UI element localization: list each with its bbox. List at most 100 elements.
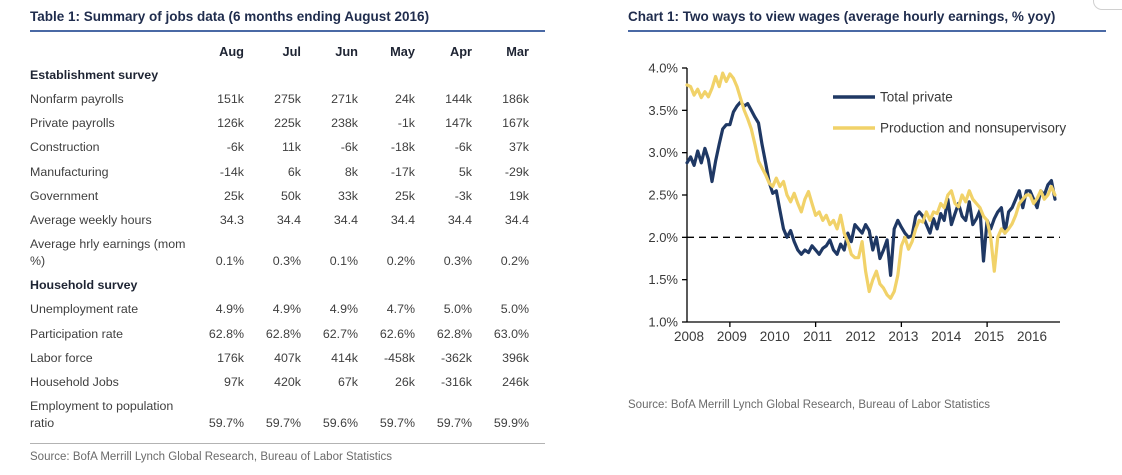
cell-value: 19k (509, 188, 529, 203)
row-label: Household Jobs (30, 375, 119, 390)
table-row: Construction -6k 11k -6k -18k -6k 37k (30, 136, 534, 160)
cell-value: 59.7% (436, 416, 472, 431)
cell-value: 5.0% (443, 302, 472, 317)
cell-value: 6k (287, 164, 301, 179)
table-body: Establishment survey Nonfarm payrolls 151k… (30, 63, 534, 436)
x-axis-label: 2014 (931, 329, 962, 344)
x-axis-label: 2009 (717, 329, 747, 344)
cell-value (192, 291, 249, 298)
cell-value: -3k (454, 188, 472, 203)
cell-value: -1k (397, 116, 415, 131)
cell-value: 4.9% (272, 302, 301, 317)
cell-value: 186k (502, 91, 529, 106)
cell-value: 59.7% (379, 416, 415, 431)
cell-value: 62.8% (265, 326, 301, 341)
cell-value: 34.4 (504, 212, 529, 227)
cell-value (477, 80, 534, 87)
table-row: Private payrolls 126k 225k 238k -1k 147k 167k (30, 112, 534, 136)
cell-value: 0.2% (500, 254, 529, 269)
row-label: Establishment survey (30, 67, 159, 82)
cell-value: 238k (331, 116, 358, 131)
row-label: Participation rate (30, 326, 123, 341)
cell-value (477, 291, 534, 298)
table-row: Participation rate 62.8% 62.8% 62.7% 62.6% 62… (30, 322, 534, 346)
cell-value: -6k (226, 140, 244, 155)
column-header: Jul (282, 43, 302, 59)
y-axis-label: 1.5% (648, 272, 678, 287)
series-line-total-private (685, 100, 1057, 277)
cell-value: -14k (219, 164, 244, 179)
cell-value: 34.4 (390, 212, 415, 227)
row-label: Government (30, 188, 99, 203)
row-label: Nonfarm payrolls (30, 91, 124, 106)
cell-value: -6k (454, 140, 472, 155)
cell-value: 147k (445, 116, 472, 131)
cell-value: 50k (281, 188, 301, 203)
x-axis-label: 2015 (974, 329, 1004, 344)
table-row: Nonfarm payrolls 151k 275k 271k 24k 144k 186k (30, 87, 534, 111)
y-axis-label: 3.0% (648, 145, 678, 160)
table-header-empty (30, 56, 192, 63)
table-row: Government 25k 50k 33k 25k -3k 19k (30, 184, 534, 208)
cell-value (363, 80, 420, 87)
y-axis-label: 4.0% (648, 61, 678, 76)
row-label: Average hrly earnings (mom %) (30, 237, 186, 269)
table-row: Average weekly hours 34.3 34.4 34.4 34.4 34.4… (30, 208, 534, 232)
cell-value: 62.7% (322, 326, 358, 341)
table-row: Average hrly earnings (mom %) 0.1% 0.3% 0.1… (30, 233, 534, 274)
cell-value: 59.9% (493, 416, 529, 431)
cell-value: 59.7% (265, 416, 301, 431)
x-axis-label: 2008 (674, 329, 704, 344)
jobs-table: Aug Jul Jun May Apr Mar Establishment survey N… (30, 39, 534, 436)
cell-value: 63.0% (493, 326, 529, 341)
chart-source: Source: BofA Merrill Lynch Global Resear… (628, 399, 990, 411)
cell-value: 62.8% (436, 326, 472, 341)
cell-value: -316k (441, 375, 472, 390)
y-axis-label: 1.0% (648, 315, 678, 330)
row-label: Unemployment rate (30, 302, 139, 317)
cell-value: 62.6% (379, 326, 415, 341)
cell-value: 126k (217, 116, 244, 131)
cell-value: 0.3% (443, 254, 472, 269)
series-line-production-and-nonsupervisory (685, 71, 1057, 300)
table-header-row: Aug Jul Jun May Apr Mar (30, 39, 534, 63)
cell-value: 275k (274, 91, 301, 106)
cell-value: 67k (338, 375, 358, 390)
cell-value (420, 291, 477, 298)
cell-value: 34.4 (447, 212, 472, 227)
cell-value: -17k (390, 164, 415, 179)
cell-value: -18k (390, 140, 415, 155)
cell-value (420, 80, 477, 87)
legend-label: Production and nonsupervisory (880, 121, 1066, 136)
column-header: May (390, 43, 415, 59)
row-label: Private payrolls (30, 116, 115, 131)
cell-value: 26k (395, 375, 415, 390)
cell-value: 34.3 (219, 212, 244, 227)
cell-value: 144k (445, 91, 472, 106)
cell-value: 225k (274, 116, 301, 131)
cell-value: 420k (274, 375, 301, 390)
table-row: Labor force 176k 407k 414k -458k -362k 396k (30, 346, 534, 370)
cell-value: 396k (502, 350, 529, 365)
cell-value: 0.3% (272, 254, 301, 269)
cell-value: 8k (344, 164, 358, 179)
cell-value: 4.7% (386, 302, 415, 317)
cell-value: 0.2% (386, 254, 415, 269)
column-header: Aug (219, 43, 244, 59)
cell-value: -362k (441, 350, 472, 365)
x-axis-label: 2013 (888, 329, 918, 344)
table-row: Manufacturing -14k 6k 8k -17k 5k -29k (30, 160, 534, 184)
table-source: Source: BofA Merrill Lynch Global Resear… (30, 450, 392, 463)
y-axis-label: 3.5% (648, 103, 678, 118)
cell-value: 34.4 (333, 212, 358, 227)
cell-value: 5.0% (500, 302, 529, 317)
cell-value: 407k (274, 350, 301, 365)
cell-value: 25k (395, 188, 415, 203)
cell-value: 4.9% (329, 302, 358, 317)
cell-value: 4.9% (215, 302, 244, 317)
cell-value: 151k (217, 91, 244, 106)
x-axis-label: 2016 (1017, 329, 1047, 344)
x-axis-label: 2012 (845, 329, 875, 344)
cell-value: 97k (224, 375, 244, 390)
cell-value: 62.8% (208, 326, 244, 341)
